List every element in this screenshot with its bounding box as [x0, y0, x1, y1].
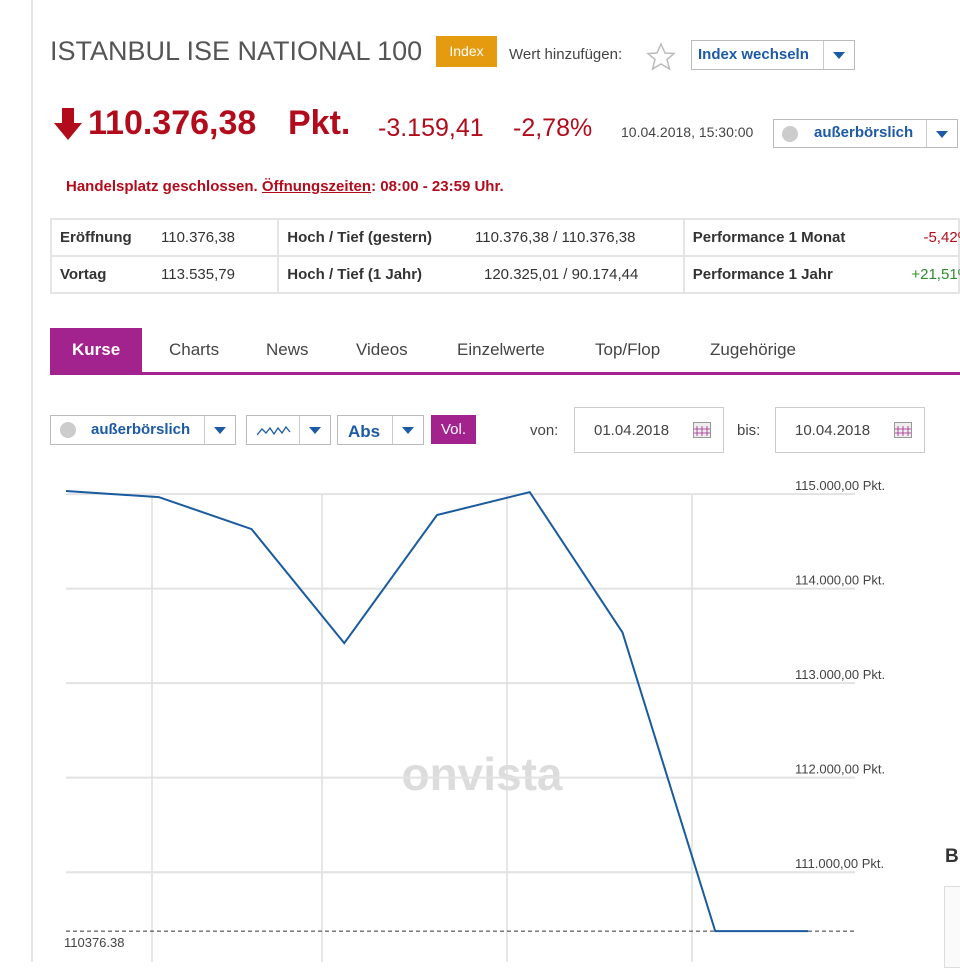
watchlist-star[interactable] [646, 42, 676, 72]
change-pct: -2,78% [513, 114, 593, 142]
cell-value: 113.535,79 [161, 266, 235, 283]
cell-value: +21,51% [911, 266, 960, 283]
to-label: bis: [737, 422, 761, 439]
change-abs: -3.159,41 [378, 114, 484, 142]
add-label: Wert hinzufügen: [509, 46, 623, 63]
cell-label: Hoch / Tief (gestern) [287, 229, 433, 246]
from-date-text: 01.04.2018 [594, 422, 670, 439]
tab[interactable]: Top/Flop [595, 340, 661, 359]
cell-label: Performance 1 Monat [692, 229, 846, 246]
notice-text: Handelsplatz geschlossen. [66, 178, 258, 195]
side-heading: B [945, 846, 959, 867]
index-switch-label: Index wechseln [698, 46, 809, 63]
watermark: onvista [401, 748, 562, 800]
to-date[interactable]: 10.04.2018 [775, 407, 925, 453]
tab[interactable]: News [266, 340, 309, 359]
cell-label: Eröffnung [60, 229, 132, 246]
cell: Performance 1 Jahr +21,51% [682, 255, 960, 294]
chart-venue-select[interactable]: außerbörslich [50, 415, 236, 445]
cell-value: 110.376,38 [161, 229, 235, 246]
price: 110.376,38 [88, 104, 257, 142]
venue-label: außerbörslich [814, 124, 914, 141]
chart-style-select[interactable] [246, 415, 331, 445]
tab[interactable]: Kurse [50, 328, 143, 372]
cell: Eröffnung 110.376,38 [49, 218, 280, 257]
tab[interactable]: Einzelwerte [457, 340, 545, 359]
side-box [944, 886, 960, 968]
y-tick-label: 113.000,00 Pkt. [795, 667, 885, 682]
scale-select[interactable]: Abs [337, 415, 424, 445]
y-tick-label: 114.000,00 Pkt. [795, 573, 885, 588]
tab[interactable]: Charts [169, 340, 220, 359]
quote-time: 10.04.2018, 15:30:00 [621, 124, 754, 140]
table-row: Vortag 113.535,79 Hoch / Tief (1 Jahr) 120… [49, 255, 960, 294]
scale-label: Abs [348, 422, 381, 441]
index-badge: Index [436, 36, 497, 67]
index-title: ISTANBUL ISE NATIONAL 100 [50, 36, 423, 66]
cell: Performance 1 Monat -5,42% [682, 218, 960, 257]
price-line [65, 490, 808, 933]
down-arrow [54, 108, 82, 140]
market-notice: Handelsplatz geschlossen. Öffnungszeiten… [66, 178, 504, 195]
cell: Hoch / Tief (1 Jahr) 120.325,01 / 90.174,… [277, 255, 685, 294]
from-label: von: [530, 422, 559, 439]
cell: Hoch / Tief (gestern) 110.376,38 / 110.37… [277, 218, 685, 257]
tab[interactable]: Videos [356, 340, 408, 359]
table-row: Eröffnung 110.376,38 Hoch / Tief (gestern… [49, 218, 960, 257]
calendar-icon [693, 422, 711, 438]
tab[interactable]: Zugehörige [710, 340, 797, 359]
y-tick-label: 115.000,00 Pkt. [795, 478, 885, 493]
cell-label: Hoch / Tief (1 Jahr) [287, 266, 423, 283]
from-date[interactable]: 01.04.2018 [574, 407, 724, 453]
reference-label: 110376.38 [64, 935, 125, 950]
cell: Vortag 113.535,79 [49, 255, 280, 294]
cell-label: Vortag [60, 266, 107, 283]
cell-value: 110.376,38 / 110.376,38 [475, 229, 636, 246]
to-date-text: 10.04.2018 [795, 422, 871, 439]
chart-venue-label: außerbörslich [91, 421, 191, 438]
tab-bar: Kurse Charts News Videos Einzelwerte Top/Flop… [50, 328, 960, 375]
cell-label: Performance 1 Jahr [692, 266, 833, 283]
index-switch[interactable]: Index wechseln [691, 40, 855, 70]
volume-toggle[interactable]: Vol. [431, 415, 476, 444]
y-tick-label: 112.000,00 Pkt. [795, 762, 885, 777]
calendar-icon [894, 422, 912, 438]
cell-value: -5,42% [923, 229, 960, 246]
cell-value: 120.325,01 / 90.174,44 [484, 266, 639, 283]
key-figures: Eröffnung 110.376,38 Hoch / Tief (gestern… [49, 218, 960, 294]
price-unit: Pkt. [288, 104, 351, 142]
line-icon [257, 425, 291, 436]
hours-text: : 08:00 - 23:59 Uhr. [371, 178, 504, 195]
hours-link[interactable]: Öffnungszeiten [261, 178, 372, 195]
y-tick-label: 111.000,00 Pkt. [795, 856, 884, 871]
price-chart: onvista 111.000,00 Pkt. 112.000,00 Pkt. 113… [64, 478, 885, 962]
page-border [31, 0, 33, 962]
venue-select[interactable]: außerbörslich [773, 119, 958, 148]
vertical-grid [151, 494, 693, 962]
